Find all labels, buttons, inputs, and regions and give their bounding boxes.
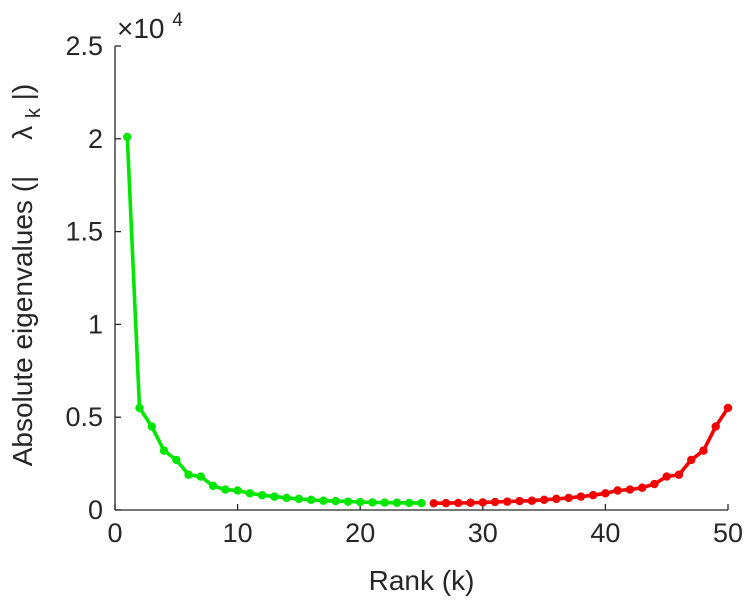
- data-point: [490, 497, 500, 507]
- y-axis-label: Absolute eigenvalues (| λ k |): [7, 84, 46, 467]
- x-tick-label: 30: [468, 518, 498, 548]
- data-point: [368, 498, 377, 507]
- data-point: [245, 489, 255, 498]
- data-point: [711, 422, 720, 431]
- y-axis-label-close: |): [7, 84, 38, 101]
- data-point: [123, 132, 132, 142]
- data-point: [184, 470, 193, 479]
- data-point: [135, 403, 144, 413]
- data-point: [588, 490, 598, 500]
- y-tick-label: 2.5: [65, 31, 103, 61]
- x-tick-label: 0: [107, 518, 122, 548]
- data-point: [147, 422, 156, 431]
- data-point: [257, 490, 267, 500]
- data-point: [564, 493, 573, 503]
- data-point: [454, 498, 463, 508]
- data-point: [319, 496, 328, 505]
- data-point: [380, 498, 389, 507]
- x-tick-label: 40: [590, 518, 620, 548]
- data-point: [687, 455, 696, 465]
- data-point: [539, 495, 549, 504]
- y-tick-label: 2: [88, 124, 103, 154]
- series-group: [123, 132, 733, 508]
- y-axis-label-symbol: λ: [7, 126, 38, 140]
- data-point: [441, 498, 451, 508]
- data-point: [723, 403, 733, 413]
- data-point: [699, 446, 708, 455]
- data-point: [282, 493, 291, 503]
- data-point: [356, 497, 365, 507]
- y-tick-label: 0.5: [65, 402, 103, 432]
- data-point: [233, 486, 242, 495]
- data-point: [294, 494, 304, 504]
- data-point: [637, 483, 647, 492]
- y-tick-label: 0: [88, 495, 103, 525]
- data-point: [674, 470, 684, 479]
- ticks: 0 10 20 30 40 50 0 0.5 1 1.5 2 2.5: [65, 31, 743, 548]
- data-point: [466, 498, 475, 507]
- data-point: [650, 479, 659, 489]
- y-axis-label-main: Absolute eigenvalues (|: [7, 176, 38, 467]
- data-point: [625, 485, 635, 494]
- data-point: [392, 498, 402, 507]
- exponent-power: 4: [172, 10, 183, 31]
- y-axis-label-subscript: k: [23, 107, 45, 118]
- data-point: [515, 496, 524, 506]
- exponent-base: ×10: [117, 13, 165, 44]
- x-axis-label: Rank (k): [369, 565, 475, 596]
- series-line-1: [125, 136, 422, 505]
- axes: [114, 46, 728, 511]
- data-point: [159, 446, 169, 455]
- data-point: [172, 455, 181, 465]
- data-point: [306, 495, 316, 504]
- data-point: [221, 485, 230, 494]
- data-point: [601, 489, 610, 498]
- x-tick-label: 20: [345, 518, 375, 548]
- series-line-2: [433, 406, 730, 506]
- data-point: [270, 492, 279, 501]
- data-point: [405, 498, 414, 508]
- y-axis-label-text: Absolute eigenvalues (| λ k |): [7, 84, 46, 467]
- data-point: [478, 498, 487, 507]
- data-point: [196, 472, 206, 481]
- data-point: [576, 492, 586, 501]
- data-point: [662, 472, 671, 481]
- y-exponent-label: ×10 4: [117, 10, 183, 44]
- x-tick-label: 50: [713, 518, 743, 548]
- data-point: [527, 496, 537, 505]
- data-point: [331, 496, 340, 506]
- data-point: [613, 486, 622, 495]
- data-point: [552, 494, 561, 504]
- data-point: [208, 481, 218, 491]
- data-point: [503, 497, 512, 506]
- y-tick-label: 1: [88, 309, 103, 339]
- x-tick-label: 10: [223, 518, 253, 548]
- y-tick-label: 1.5: [65, 217, 103, 247]
- data-point: [343, 497, 353, 506]
- data-point: [417, 498, 426, 508]
- data-point: [429, 499, 438, 508]
